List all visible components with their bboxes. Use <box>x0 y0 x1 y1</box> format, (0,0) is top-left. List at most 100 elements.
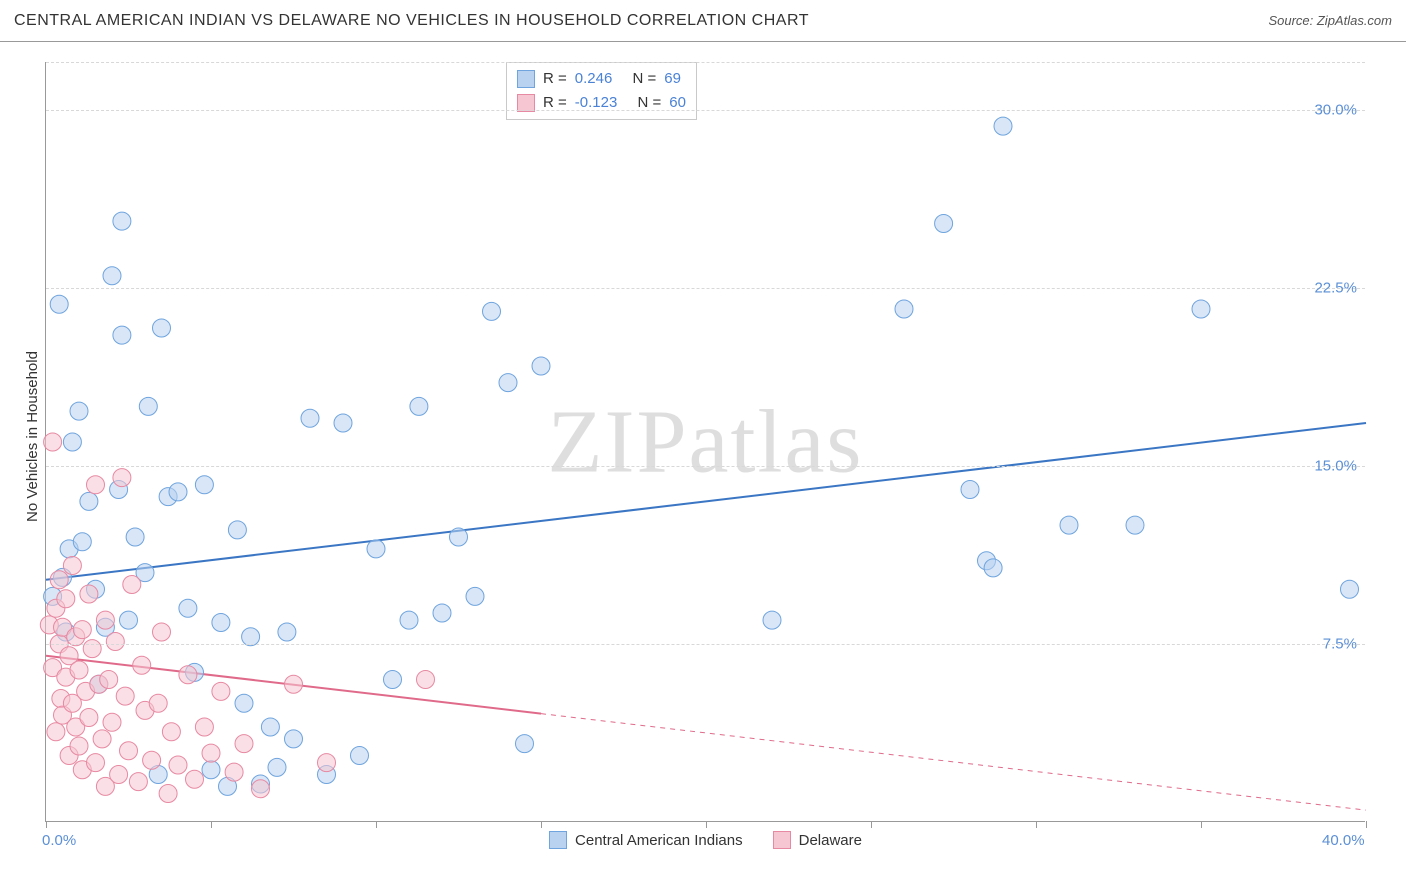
scatter-point-delaware <box>159 785 177 803</box>
scatter-point-delaware <box>87 476 105 494</box>
scatter-point-delaware <box>44 433 62 451</box>
legend-label-0: Central American Indians <box>575 832 743 849</box>
n-value-1: 60 <box>669 91 686 115</box>
scatter-point-delaware <box>195 718 213 736</box>
scatter-point-central-american-indians <box>1060 516 1078 534</box>
scatter-point-delaware <box>57 590 75 608</box>
scatter-point-central-american-indians <box>499 374 517 392</box>
scatter-point-central-american-indians <box>285 730 303 748</box>
scatter-point-central-american-indians <box>80 492 98 510</box>
scatter-point-central-american-indians <box>351 747 369 765</box>
xtick-label-first: 0.0% <box>42 832 76 849</box>
scatter-point-central-american-indians <box>466 587 484 605</box>
scatter-point-delaware <box>63 557 81 575</box>
scatter-point-central-american-indians <box>120 611 138 629</box>
scatter-point-central-american-indians <box>483 302 501 320</box>
gridline-h <box>46 466 1365 467</box>
n-value-0: 69 <box>664 67 681 91</box>
scatter-point-central-american-indians <box>984 559 1002 577</box>
y-axis-label: No Vehicles in Household <box>24 351 41 522</box>
scatter-point-central-american-indians <box>70 402 88 420</box>
xtick-mark <box>541 821 542 828</box>
scatter-point-delaware <box>100 671 118 689</box>
scatter-point-delaware <box>113 469 131 487</box>
scatter-point-delaware <box>120 742 138 760</box>
legend-swatch-1 <box>773 831 791 849</box>
gridline-h <box>46 288 1365 289</box>
xtick-mark <box>871 821 872 828</box>
xtick-mark <box>1366 821 1367 828</box>
r-label: R = <box>543 91 567 115</box>
gridline-h <box>46 62 1365 63</box>
plot-area: ZIPatlas R = 0.246 N = 69 R = -0.123 N =… <box>45 62 1365 822</box>
scatter-point-central-american-indians <box>961 481 979 499</box>
scatter-point-central-american-indians <box>1341 580 1359 598</box>
stats-row-series-1: R = -0.123 N = 60 <box>517 91 686 115</box>
scatter-point-central-american-indians <box>235 694 253 712</box>
legend-item-1: Delaware <box>773 831 862 849</box>
scatter-point-central-american-indians <box>113 212 131 230</box>
source-attribution: Source: ZipAtlas.com <box>1268 13 1392 28</box>
scatter-points-layer <box>46 62 1366 822</box>
chart-title: CENTRAL AMERICAN INDIAN VS DELAWARE NO V… <box>14 12 809 30</box>
xtick-mark <box>376 821 377 828</box>
scatter-point-central-american-indians <box>212 614 230 632</box>
scatter-point-delaware <box>83 640 101 658</box>
scatter-point-delaware <box>110 766 128 784</box>
scatter-point-delaware <box>179 666 197 684</box>
scatter-point-central-american-indians <box>450 528 468 546</box>
scatter-point-delaware <box>80 709 98 727</box>
scatter-point-central-american-indians <box>103 267 121 285</box>
scatter-point-delaware <box>153 623 171 641</box>
scatter-point-central-american-indians <box>63 433 81 451</box>
scatter-point-central-american-indians <box>410 397 428 415</box>
ytick-label: 15.0% <box>1314 457 1357 474</box>
scatter-point-delaware <box>169 756 187 774</box>
scatter-point-delaware <box>87 754 105 772</box>
legend-item-0: Central American Indians <box>549 831 743 849</box>
scatter-point-delaware <box>417 671 435 689</box>
scatter-point-central-american-indians <box>935 215 953 233</box>
scatter-point-delaware <box>129 773 147 791</box>
scatter-point-delaware <box>70 661 88 679</box>
scatter-point-central-american-indians <box>139 397 157 415</box>
scatter-point-delaware <box>133 656 151 674</box>
scatter-point-central-american-indians <box>195 476 213 494</box>
scatter-point-central-american-indians <box>202 761 220 779</box>
ytick-label: 7.5% <box>1323 635 1357 652</box>
scatter-point-central-american-indians <box>895 300 913 318</box>
scatter-point-delaware <box>149 694 167 712</box>
scatter-point-delaware <box>103 713 121 731</box>
scatter-point-central-american-indians <box>301 409 319 427</box>
scatter-point-central-american-indians <box>228 521 246 539</box>
swatch-series-0 <box>517 70 535 88</box>
scatter-point-delaware <box>285 675 303 693</box>
n-label: N = <box>632 67 656 91</box>
scatter-point-delaware <box>116 687 134 705</box>
scatter-point-delaware <box>225 763 243 781</box>
scatter-point-central-american-indians <box>126 528 144 546</box>
scatter-point-central-american-indians <box>400 611 418 629</box>
scatter-point-central-american-indians <box>384 671 402 689</box>
xtick-mark <box>211 821 212 828</box>
scatter-point-central-american-indians <box>73 533 91 551</box>
scatter-point-delaware <box>252 780 270 798</box>
scatter-point-central-american-indians <box>153 319 171 337</box>
r-value-1: -0.123 <box>575 91 618 115</box>
xtick-mark <box>1201 821 1202 828</box>
scatter-point-central-american-indians <box>763 611 781 629</box>
source-name: ZipAtlas.com <box>1317 13 1392 28</box>
xtick-mark <box>706 821 707 828</box>
scatter-point-delaware <box>235 735 253 753</box>
legend-swatch-0 <box>549 831 567 849</box>
scatter-point-central-american-indians <box>113 326 131 344</box>
scatter-point-delaware <box>318 754 336 772</box>
scatter-point-delaware <box>212 682 230 700</box>
scatter-point-central-american-indians <box>994 117 1012 135</box>
gridline-h <box>46 644 1365 645</box>
scatter-point-delaware <box>123 576 141 594</box>
scatter-point-delaware <box>106 633 124 651</box>
header: CENTRAL AMERICAN INDIAN VS DELAWARE NO V… <box>0 0 1406 42</box>
scatter-point-central-american-indians <box>367 540 385 558</box>
plot-wrap: No Vehicles in Household ZIPatlas R = 0.… <box>0 42 1406 892</box>
